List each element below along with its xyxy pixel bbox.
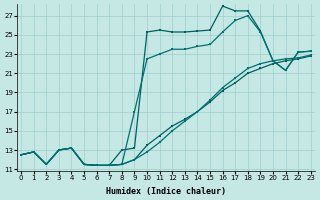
X-axis label: Humidex (Indice chaleur): Humidex (Indice chaleur) (106, 187, 226, 196)
